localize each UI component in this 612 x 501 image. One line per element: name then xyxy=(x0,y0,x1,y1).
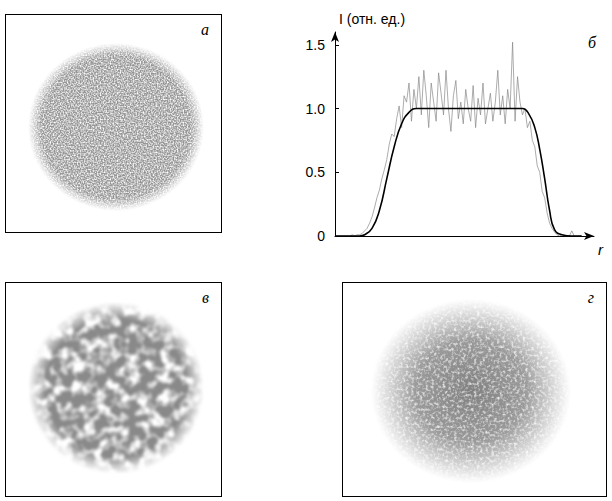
html-text:г: г xyxy=(587,289,594,306)
html-text:б: б xyxy=(588,34,596,51)
svg-text:0.5: 0.5 xyxy=(306,164,326,180)
svg-text:1.5: 1.5 xyxy=(306,37,326,53)
svg-text:1.0: 1.0 xyxy=(306,101,326,117)
svg-text:r: r xyxy=(598,241,604,258)
svg-text:0: 0 xyxy=(317,228,325,244)
html-text:в: в xyxy=(202,289,209,306)
svg-text:I (отн. ед.): I (отн. ед.) xyxy=(339,11,405,27)
html-text:а: а xyxy=(201,21,209,38)
